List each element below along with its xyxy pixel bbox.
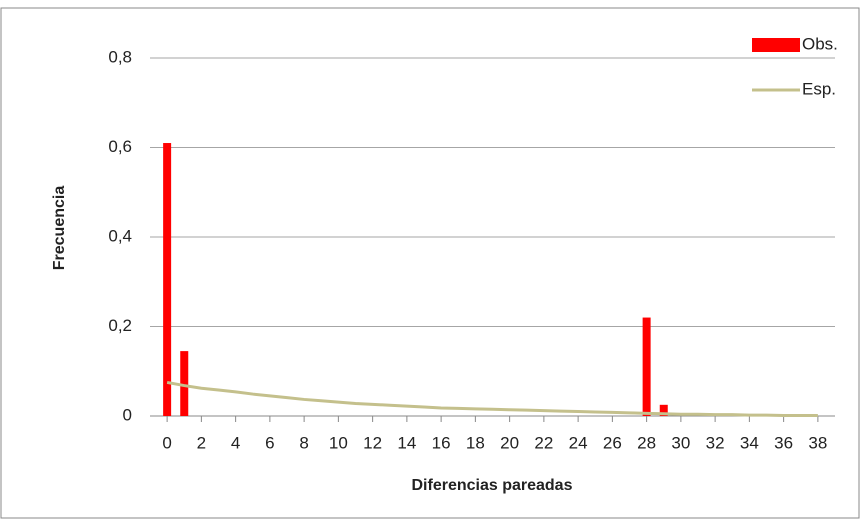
x-tick-label: 36 [774,433,793,452]
x-tick-label: 14 [397,433,416,452]
x-tick-label: 30 [671,433,690,452]
y-tick-label: 0,2 [108,316,132,335]
x-tick-label: 0 [162,433,171,452]
x-tick-label: 16 [432,433,451,452]
x-tick-label: 18 [466,433,485,452]
x-tick-label: 10 [329,433,348,452]
bar [642,317,651,416]
bar [163,143,172,416]
x-tick-label: 38 [808,433,827,452]
y-tick-label: 0 [123,405,132,424]
x-tick-label: 26 [603,433,622,452]
x-tick-label: 2 [197,433,206,452]
x-tick-label: 32 [706,433,725,452]
legend-swatch [752,38,800,52]
chart-frame [0,7,860,519]
x-tick-label: 4 [231,433,240,452]
x-tick-label: 22 [534,433,553,452]
bar [180,351,189,416]
y-axis-title: Frecuencia [51,186,68,271]
y-tick-label: 0,8 [108,47,132,66]
bar [659,404,668,416]
y-tick-label: 0,4 [108,226,132,245]
legend-label: Obs. [802,34,838,53]
x-tick-label: 24 [569,433,588,452]
x-tick-label: 34 [740,433,759,452]
y-tick-label: 0,6 [108,137,132,156]
x-tick-label: 28 [637,433,656,452]
x-tick-label: 6 [265,433,274,452]
line [166,380,818,418]
x-tick-label: 12 [363,433,382,452]
legend-label: Esp. [802,79,836,98]
x-tick-label: 8 [299,433,308,452]
x-axis-title: Diferencias pareadas [412,477,573,494]
x-tick-label: 20 [500,433,519,452]
